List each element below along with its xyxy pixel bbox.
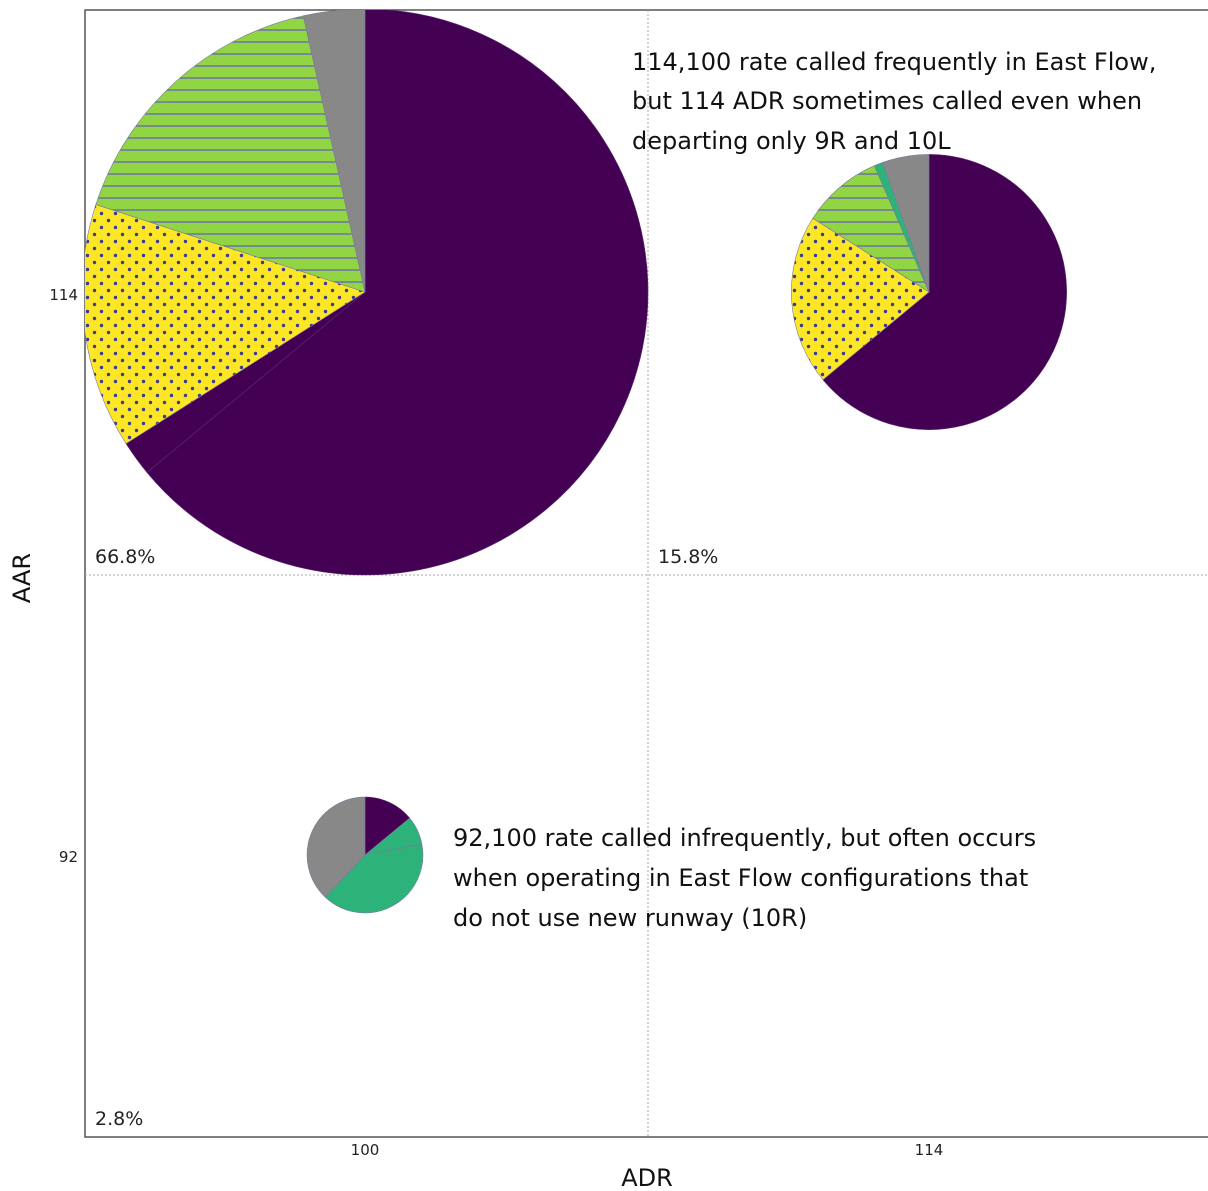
y-tick-label-114: 114 [49, 286, 78, 304]
x-tick-label-114: 114 [915, 1141, 944, 1159]
annotation-line: do not use new runway (10R) [453, 904, 807, 932]
pie-slice-2-0 [364, 796, 411, 856]
pie-slice-1-4 [881, 154, 930, 293]
pie-slice-0-3 [95, 15, 366, 293]
annotation-line: 92,100 rate called infrequently, but oft… [453, 824, 1036, 852]
pie-slice-2-2 [324, 843, 424, 914]
share-label-cell-100-114: 66.8% [95, 546, 155, 568]
annotation-line: when operating in East Flow configuratio… [453, 864, 1028, 892]
annotation-line: but 114 ADR sometimes called even when [632, 87, 1142, 115]
pie-slice-1-2 [812, 165, 930, 293]
pie-slice-1-0 [822, 154, 1067, 430]
annotation-line: 114,100 rate called frequently in East F… [632, 48, 1156, 76]
plot-frame [84, 9, 1208, 1138]
share-label-cell-100-92: 2.8% [95, 1108, 143, 1130]
x-tick-label-100: 100 [351, 1141, 380, 1159]
pie-slice-0-2 [85, 204, 366, 445]
pie-slice-2-3 [306, 796, 366, 898]
annotation-east-flow-114: 114,100 rate called frequently in East F… [632, 48, 1156, 155]
pie-slice-0-4 [302, 10, 366, 293]
y-tick-label-92: 92 [59, 848, 78, 866]
x-axis-label: ADR [621, 1164, 673, 1191]
annotation-92-100: 92,100 rate called infrequently, but oft… [453, 824, 1036, 932]
annotation-line: departing only 9R and 10L [632, 127, 951, 155]
pie-slice-1-1 [791, 217, 930, 381]
share-label-cell-114-114: 15.8% [658, 546, 718, 568]
pie-markers [85, 10, 1067, 914]
y-axis-label: AAR [8, 553, 36, 603]
pie-slice-0-0 [146, 10, 649, 576]
